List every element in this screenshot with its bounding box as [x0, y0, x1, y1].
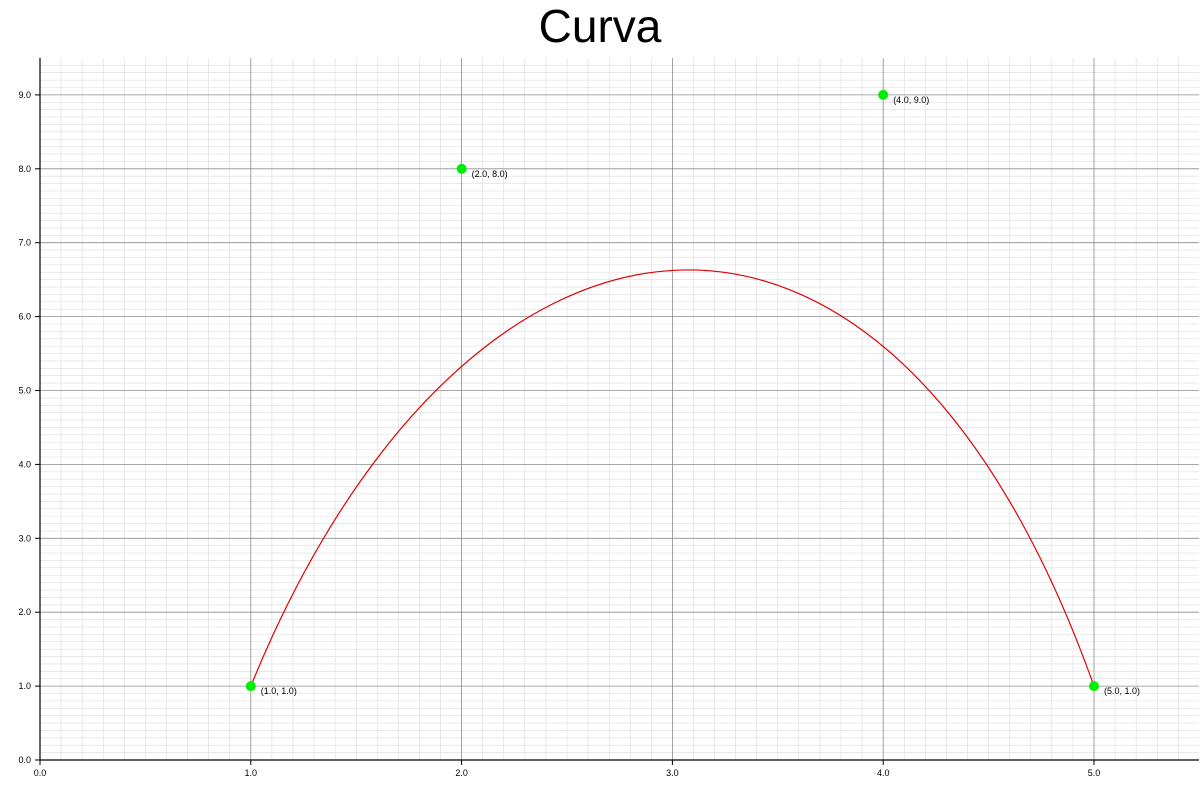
x-tick-label: 5.0 [1088, 768, 1101, 778]
bezier-curve [250, 269, 1095, 687]
control-point-label: (1.0, 1.0) [261, 686, 297, 696]
x-tick-label: 3.0 [666, 768, 679, 778]
minor-gridlines [40, 58, 1199, 760]
x-tick-label: 0.0 [34, 768, 47, 778]
y-tick-label: 2.0 [18, 607, 31, 617]
y-tick-label: 5.0 [18, 386, 31, 396]
y-axis-ticks: 0.0 1.0 2.0 3.0 4.0 5.0 6.0 7.0 8.0 9.0 [18, 90, 40, 765]
y-tick-label: 7.0 [18, 238, 31, 248]
control-point [245, 681, 256, 692]
control-point-label: (5.0, 1.0) [1104, 686, 1140, 696]
x-tick-label: 4.0 [877, 768, 890, 778]
curve-layer [250, 269, 1095, 687]
major-gridlines [40, 58, 1199, 760]
chart-title: Curva [538, 0, 662, 52]
y-tick-label: 3.0 [18, 533, 31, 543]
x-tick-label: 2.0 [455, 768, 468, 778]
y-tick-label: 0.0 [18, 755, 31, 765]
control-point-label: (4.0, 9.0) [893, 95, 929, 105]
y-tick-label: 9.0 [18, 90, 31, 100]
control-point [878, 89, 889, 100]
control-point-label: (2.0, 8.0) [472, 169, 508, 179]
axes [39, 58, 1199, 761]
y-tick-label: 1.0 [18, 681, 31, 691]
y-tick-label: 6.0 [18, 312, 31, 322]
y-tick-label: 4.0 [18, 459, 31, 469]
control-point [456, 163, 467, 174]
x-tick-label: 1.0 [245, 768, 258, 778]
x-axis-ticks: 0.0 1.0 2.0 3.0 4.0 5.0 [34, 760, 1101, 778]
control-point [1089, 681, 1099, 692]
points-layer: (1.0, 1.0) (2.0, 8.0) (4.0, 9.0) (5.0, 1.0) [245, 89, 1140, 696]
y-tick-label: 8.0 [18, 164, 31, 174]
